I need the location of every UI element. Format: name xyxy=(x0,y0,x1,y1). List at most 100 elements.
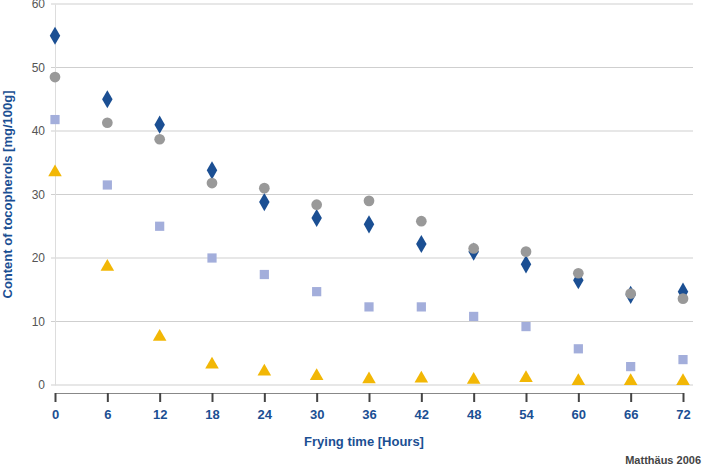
point xyxy=(102,117,113,128)
point xyxy=(207,178,218,189)
x-axis: 061218243036424854606672 xyxy=(52,393,691,422)
point xyxy=(50,72,61,83)
grid-line xyxy=(51,258,693,259)
point xyxy=(676,373,690,385)
point xyxy=(624,373,638,385)
y-axis-line xyxy=(55,5,56,386)
point xyxy=(155,222,164,231)
point xyxy=(48,164,62,176)
grid xyxy=(51,4,693,385)
point xyxy=(521,322,530,331)
point xyxy=(103,180,112,189)
point xyxy=(364,302,373,311)
point xyxy=(259,183,270,194)
x-tick: 66 xyxy=(624,393,638,422)
point xyxy=(154,134,165,145)
point xyxy=(521,255,531,273)
point xyxy=(417,302,426,311)
y-tick: 30 xyxy=(32,188,55,202)
point xyxy=(467,372,481,384)
y-tick-label: 30 xyxy=(32,188,46,202)
y-tick: 60 xyxy=(32,0,55,11)
y-axis: 0 10 20 30 40 50 60 xyxy=(32,0,56,392)
point xyxy=(207,161,217,179)
y-tick-label: 60 xyxy=(32,0,46,11)
x-tick-label: 18 xyxy=(205,407,219,422)
point xyxy=(678,293,689,304)
x-tick-label: 72 xyxy=(676,407,690,422)
grid-line xyxy=(51,67,693,68)
x-tick: 48 xyxy=(467,393,481,422)
point xyxy=(310,368,324,380)
x-tick-label: 0 xyxy=(52,407,59,422)
x-tick-mark xyxy=(630,393,632,402)
y-tick: 0 xyxy=(38,378,55,392)
x-tick-mark xyxy=(683,393,685,402)
x-axis-title: Frying time [Hours] xyxy=(304,434,424,449)
y-tick-label: 40 xyxy=(32,124,46,138)
x-tick-label: 6 xyxy=(104,407,111,422)
point xyxy=(415,371,429,383)
point xyxy=(101,259,115,271)
point xyxy=(625,286,635,304)
y-axis-title: Content of tocopherols [mg/100g] xyxy=(0,91,15,299)
series xyxy=(50,72,689,304)
grid-line xyxy=(51,321,693,322)
x-tick-label: 12 xyxy=(153,407,167,422)
point xyxy=(469,312,478,321)
x-tick: 72 xyxy=(676,393,690,422)
x-tick-mark xyxy=(316,393,318,402)
x-tick: 60 xyxy=(572,393,586,422)
point xyxy=(519,370,533,382)
x-tick: 54 xyxy=(519,393,534,422)
grid-line xyxy=(51,131,693,132)
point xyxy=(364,215,374,233)
x-tick-mark xyxy=(159,393,161,402)
point xyxy=(153,329,167,341)
y-tick-label: 50 xyxy=(32,61,46,75)
y-tick-label: 20 xyxy=(32,251,46,265)
point xyxy=(574,344,583,353)
grid-line xyxy=(51,385,693,386)
x-tick-mark xyxy=(264,393,266,402)
point xyxy=(626,362,635,371)
point xyxy=(362,371,376,383)
x-tick: 6 xyxy=(104,393,111,422)
x-tick-label: 30 xyxy=(310,407,324,422)
point xyxy=(573,268,584,279)
point xyxy=(260,270,269,279)
point xyxy=(259,193,269,211)
x-tick-mark xyxy=(526,393,528,402)
x-tick-mark xyxy=(578,393,580,402)
point xyxy=(311,199,322,210)
x-tick: 42 xyxy=(415,393,429,422)
point xyxy=(50,115,59,124)
points xyxy=(48,27,690,385)
y-tick: 40 xyxy=(32,124,55,138)
point xyxy=(207,253,216,262)
x-tick-mark xyxy=(107,393,109,402)
y-tick-label: 10 xyxy=(32,315,46,329)
y-tick-label: 0 xyxy=(38,378,45,392)
x-tick-mark xyxy=(369,393,371,402)
point xyxy=(468,243,479,254)
x-tick-label: 60 xyxy=(572,407,586,422)
chart: 0102030405060061218243036424854606672Con… xyxy=(0,0,706,468)
y-tick: 50 xyxy=(32,61,55,75)
x-tick-mark xyxy=(421,393,423,402)
x-tick-mark xyxy=(212,393,214,402)
point xyxy=(311,209,321,227)
x-tick: 12 xyxy=(153,393,167,422)
point xyxy=(678,355,687,364)
y-tick: 20 xyxy=(32,251,55,265)
point xyxy=(572,373,586,385)
x-tick: 0 xyxy=(52,393,59,422)
point xyxy=(625,288,636,299)
point xyxy=(102,90,112,108)
point xyxy=(521,246,532,257)
point xyxy=(364,195,375,206)
point xyxy=(468,243,478,261)
x-tick-mark xyxy=(473,393,475,402)
annotation: Matthäus 2006 xyxy=(625,454,701,466)
x-tick: 36 xyxy=(362,393,376,422)
